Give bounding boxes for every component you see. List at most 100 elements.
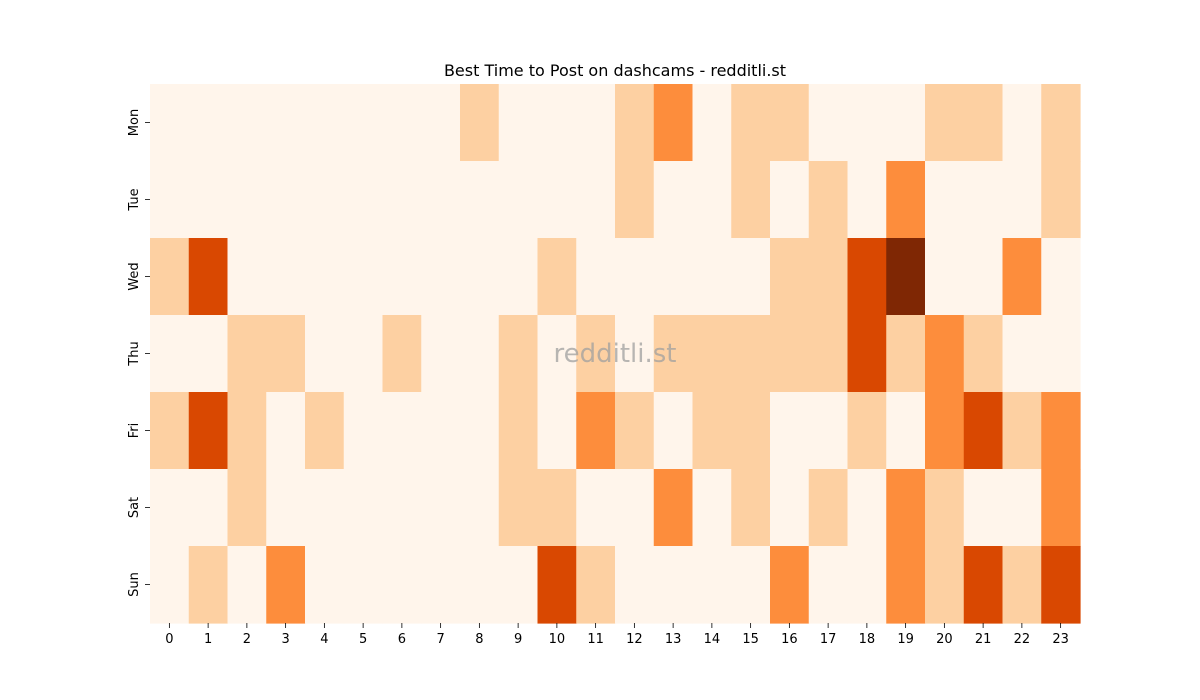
- heatmap-cell-sat-9: [498, 469, 539, 547]
- heatmap-cell-mon-12: [615, 84, 655, 162]
- heatmap-cell-fri-12: [615, 392, 655, 470]
- x-tick-label: 19: [897, 632, 914, 647]
- x-tick-label: 10: [549, 632, 566, 647]
- heatmap-cell-mon-14: [692, 84, 732, 162]
- heatmap-cell-sat-13: [653, 469, 694, 547]
- x-tick-label: 17: [820, 632, 837, 647]
- heatmap-cell-wed-18: [847, 238, 887, 316]
- heatmap-cell-sat-17: [808, 469, 849, 547]
- heatmap-cell-sat-12: [615, 469, 655, 547]
- x-tick-label: 14: [704, 632, 721, 647]
- heatmap-cell-tue-16: [770, 161, 810, 239]
- heatmap-cell-sun-1: [188, 546, 229, 624]
- heatmap-cell-sun-3: [266, 546, 306, 624]
- heatmap-cell-mon-19: [886, 84, 926, 162]
- heatmap-cell-wed-23: [1041, 238, 1081, 316]
- heatmap-cell-sat-5: [343, 469, 384, 547]
- heatmap-cell-sun-4: [305, 546, 345, 624]
- heatmap-cell-wed-4: [305, 238, 345, 316]
- heatmap-cell-sun-9: [498, 546, 539, 624]
- heatmap-cell-sun-7: [421, 546, 461, 624]
- heatmap-cell-sat-14: [692, 469, 732, 547]
- heatmap-cell-thu-1: [188, 315, 229, 393]
- heatmap-cell-fri-13: [653, 392, 694, 470]
- heatmap-cell-sat-2: [227, 469, 267, 547]
- x-tick-label: 2: [243, 632, 251, 647]
- heatmap-cell-tue-10: [537, 161, 577, 239]
- heatmap-cell-fri-2: [227, 392, 267, 470]
- x-tick-label: 15: [742, 632, 759, 647]
- x-tick-label: 21: [975, 632, 992, 647]
- heatmap-cell-tue-20: [925, 161, 965, 239]
- heatmap-cell-tue-22: [1002, 161, 1042, 239]
- x-tick-label: 22: [1014, 632, 1031, 647]
- heatmap-cell-mon-23: [1041, 84, 1081, 162]
- heatmap-cell-thu-13: [653, 315, 694, 393]
- heatmap-cell-fri-1: [188, 392, 229, 470]
- heatmap-cell-fri-5: [343, 392, 384, 470]
- heatmap-cell-thu-14: [692, 315, 732, 393]
- heatmap-cell-mon-18: [847, 84, 887, 162]
- heatmap-cell-sun-6: [382, 546, 422, 624]
- heatmap-cell-thu-15: [731, 315, 771, 393]
- heatmap-cell-tue-8: [460, 161, 500, 239]
- heatmap-cell-sun-11: [576, 546, 616, 624]
- heatmap-cell-thu-5: [343, 315, 384, 393]
- heatmap-cell-mon-4: [305, 84, 345, 162]
- heatmap-cell-sat-7: [421, 469, 461, 547]
- heatmap-cell-wed-8: [460, 238, 500, 316]
- heatmap-cell-wed-5: [343, 238, 384, 316]
- heatmap-cell-sun-5: [343, 546, 384, 624]
- heatmap-cell-mon-9: [498, 84, 539, 162]
- y-tick-label: Thu: [127, 341, 142, 366]
- heatmap-cell-sat-0: [150, 469, 190, 547]
- heatmap-cell-wed-10: [537, 238, 577, 316]
- heatmap-cell-thu-18: [847, 315, 887, 393]
- heatmap-cell-tue-3: [266, 161, 306, 239]
- heatmap-cell-fri-4: [305, 392, 345, 470]
- heatmap-cell-wed-16: [770, 238, 810, 316]
- heatmap-cell-wed-11: [576, 238, 616, 316]
- x-tick-label: 16: [781, 632, 798, 647]
- heatmap-cell-mon-5: [343, 84, 384, 162]
- y-tick-label: Tue: [127, 188, 142, 211]
- heatmap-cell-thu-12: [615, 315, 655, 393]
- heatmap-cell-sun-17: [808, 546, 849, 624]
- x-tick-label: 23: [1052, 632, 1069, 647]
- heatmap-cell-tue-13: [653, 161, 694, 239]
- heatmap-cell-thu-22: [1002, 315, 1042, 393]
- heatmap-cell-sun-15: [731, 546, 771, 624]
- heatmap-cell-fri-8: [460, 392, 500, 470]
- heatmap-cell-mon-1: [188, 84, 229, 162]
- heatmap-cell-sat-4: [305, 469, 345, 547]
- heatmap-cell-fri-9: [498, 392, 539, 470]
- heatmap-cell-sun-14: [692, 546, 732, 624]
- heatmap-cell-mon-7: [421, 84, 461, 162]
- heatmap-cell-fri-20: [925, 392, 965, 470]
- heatmap-cell-wed-9: [498, 238, 539, 316]
- heatmap-cell-fri-6: [382, 392, 422, 470]
- heatmap-cell-sun-13: [653, 546, 694, 624]
- heatmap-cell-tue-1: [188, 161, 229, 239]
- heatmap-cell-thu-20: [925, 315, 965, 393]
- heatmap-cell-sat-10: [537, 469, 577, 547]
- heatmap-cell-sun-12: [615, 546, 655, 624]
- heatmap-cell-tue-21: [963, 161, 1004, 239]
- heatmap-cell-mon-16: [770, 84, 810, 162]
- heatmap-cell-wed-13: [653, 238, 694, 316]
- heatmap-cell-sat-8: [460, 469, 500, 547]
- heatmap-cell-mon-13: [653, 84, 694, 162]
- heatmap-cell-mon-3: [266, 84, 306, 162]
- heatmap-cell-thu-6: [382, 315, 422, 393]
- heatmap-cell-sun-21: [963, 546, 1004, 624]
- heatmap-cell-tue-0: [150, 161, 190, 239]
- heatmap-cell-fri-18: [847, 392, 887, 470]
- x-tick-label: 13: [665, 632, 682, 647]
- x-tick-label: 12: [626, 632, 643, 647]
- heatmap-cell-fri-0: [150, 392, 190, 470]
- heatmap-cell-sat-23: [1041, 469, 1081, 547]
- heatmap-cell-wed-0: [150, 238, 190, 316]
- heatmap-cell-fri-16: [770, 392, 810, 470]
- heatmap-cell-wed-17: [808, 238, 849, 316]
- heatmap-cell-sun-8: [460, 546, 500, 624]
